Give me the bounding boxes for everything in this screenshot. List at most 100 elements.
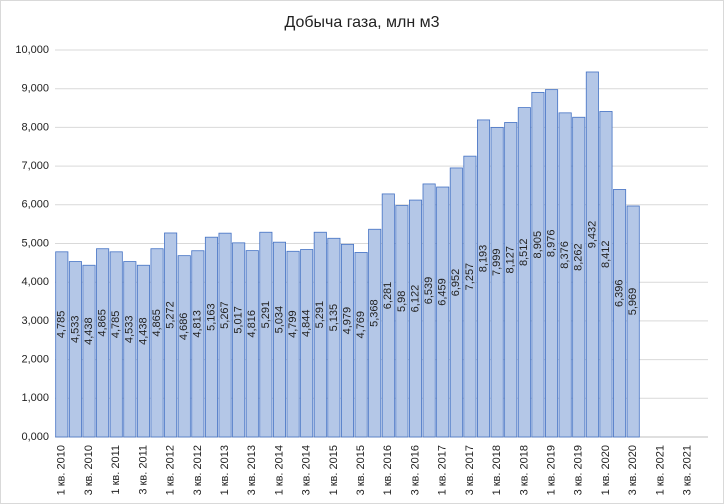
- data-label: 5,291: [314, 301, 326, 329]
- bar: [490, 127, 504, 438]
- bar: [545, 89, 559, 438]
- y-tick-label: 5,000: [21, 237, 49, 249]
- x-tick-label: 3 кв. 2015: [355, 445, 367, 495]
- bar: [354, 252, 368, 438]
- data-label: 4,533: [124, 316, 136, 344]
- data-label: 6,459: [437, 278, 449, 306]
- x-tick-label: 1 кв. 2013: [219, 445, 231, 495]
- x-tick-label: 3 кв. 2019: [573, 445, 585, 495]
- bar: [599, 111, 613, 438]
- x-tick-label: 3 кв. 2011: [137, 445, 149, 495]
- data-label: 4,816: [246, 310, 258, 338]
- bar: [204, 236, 218, 438]
- bar: [436, 186, 450, 438]
- data-label: 4,865: [97, 309, 109, 337]
- data-label: 8,905: [532, 231, 544, 259]
- x-tick-label: 1 кв. 2017: [437, 445, 449, 495]
- x-tick-label: 1 кв. 2019: [545, 445, 557, 495]
- bar: [136, 264, 150, 438]
- data-label: 6,539: [423, 277, 435, 305]
- bar: [422, 183, 436, 438]
- data-label: 5,272: [165, 301, 177, 329]
- data-label: 4,799: [287, 310, 299, 338]
- data-label: 4,438: [83, 317, 95, 345]
- bar: [585, 71, 599, 438]
- bar: [408, 199, 423, 438]
- bar: [531, 91, 545, 438]
- data-label: 6,952: [450, 269, 462, 297]
- bar: [613, 189, 627, 438]
- bar: [150, 248, 164, 438]
- data-label: 4,844: [301, 310, 313, 338]
- data-label: 7,257: [464, 263, 476, 291]
- x-tick-label: 1 кв. 2011: [110, 445, 122, 495]
- bar: [68, 261, 82, 438]
- bar: [313, 231, 327, 438]
- data-label: 4,865: [151, 309, 163, 337]
- data-label: 4,785: [110, 311, 122, 339]
- data-label: 5,98: [396, 291, 408, 312]
- data-label: 4,438: [137, 317, 149, 345]
- bar: [300, 249, 314, 438]
- bar: [109, 251, 123, 438]
- y-tick-label: 2,000: [21, 354, 49, 366]
- data-label: 5,034: [273, 306, 285, 334]
- data-label: 8,976: [545, 230, 557, 258]
- y-tick-label: 3,000: [21, 315, 49, 327]
- bar: [626, 205, 640, 438]
- bar: [232, 242, 246, 438]
- bar: [177, 255, 191, 438]
- bar: [340, 243, 355, 438]
- bar: [164, 232, 178, 438]
- data-label: 4,979: [341, 307, 353, 335]
- data-label: 5,969: [627, 288, 639, 316]
- bar: [55, 251, 69, 438]
- data-label: 9,432: [586, 221, 598, 249]
- bar: [517, 107, 531, 438]
- bar: [286, 250, 300, 438]
- data-label: 5,135: [328, 304, 340, 332]
- bar: [463, 155, 477, 438]
- x-tick-label: 3 кв. 2016: [409, 445, 421, 495]
- bar: [123, 261, 137, 438]
- x-tick-label: 1 кв. 2015: [328, 445, 340, 495]
- chart-title: Добыча газа, млн м3: [284, 14, 439, 31]
- x-tick-label: 3 кв. 2010: [83, 445, 95, 495]
- bar: [381, 193, 395, 438]
- data-label: 6,281: [382, 282, 394, 310]
- data-label: 8,512: [518, 239, 530, 267]
- data-label: 5,017: [233, 306, 245, 334]
- bar: [259, 231, 273, 438]
- bar: [395, 205, 409, 438]
- x-tick-label: 3 кв. 2012: [192, 445, 204, 495]
- data-label: 4,813: [192, 310, 204, 338]
- y-tick-label: 7,000: [21, 160, 49, 172]
- data-label: 8,376: [559, 241, 571, 269]
- bar: [558, 112, 572, 438]
- x-tick-label: 1 кв. 2020: [600, 445, 612, 495]
- data-label: 6,396: [613, 279, 625, 307]
- data-label: 4,769: [355, 311, 367, 339]
- data-label: 6,122: [409, 285, 421, 313]
- data-label: 8,412: [600, 240, 612, 268]
- bar: [191, 250, 205, 438]
- x-tick-label: 1 кв. 2010: [56, 445, 68, 495]
- bar: [368, 228, 382, 438]
- data-label: 8,127: [505, 246, 517, 274]
- x-tick-label: 3 кв. 2013: [246, 445, 258, 495]
- x-tick-label: 1 кв. 2012: [165, 445, 177, 495]
- data-label: 5,291: [260, 301, 272, 329]
- y-tick-label: 8,000: [21, 121, 49, 133]
- data-label: 7,999: [491, 248, 503, 276]
- y-tick-label: 1,000: [21, 392, 49, 404]
- bar: [96, 248, 110, 438]
- y-tick-label: 6,000: [21, 199, 49, 211]
- data-label: 8,193: [477, 245, 489, 273]
- y-tick-label: 10,000: [15, 44, 49, 56]
- bar: [504, 122, 518, 438]
- y-tick-label: 4,000: [21, 276, 49, 288]
- bar: [477, 119, 491, 438]
- x-tick-label: 1 кв. 2021: [654, 445, 666, 495]
- data-label: 5,368: [369, 299, 381, 327]
